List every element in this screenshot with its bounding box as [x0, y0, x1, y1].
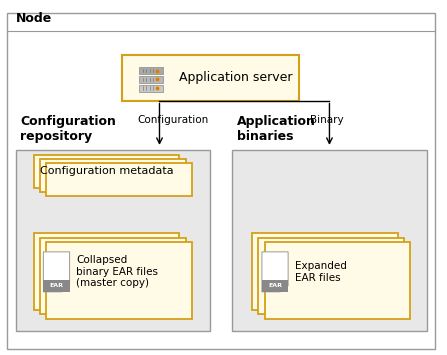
FancyBboxPatch shape — [139, 84, 163, 92]
Text: Expanded
EAR files: Expanded EAR files — [295, 261, 346, 283]
Polygon shape — [62, 286, 70, 292]
Polygon shape — [262, 252, 288, 292]
FancyBboxPatch shape — [46, 163, 192, 196]
FancyBboxPatch shape — [7, 13, 435, 349]
FancyBboxPatch shape — [34, 155, 179, 188]
FancyBboxPatch shape — [258, 237, 404, 315]
Text: Application server: Application server — [179, 71, 293, 84]
Text: Configuration
repository: Configuration repository — [21, 115, 116, 143]
FancyBboxPatch shape — [265, 242, 410, 319]
Text: EAR: EAR — [268, 283, 282, 288]
Text: Configuration metadata: Configuration metadata — [40, 166, 173, 176]
FancyBboxPatch shape — [16, 149, 210, 331]
Text: Node: Node — [16, 11, 52, 24]
FancyBboxPatch shape — [34, 233, 179, 310]
Polygon shape — [43, 252, 70, 292]
FancyBboxPatch shape — [262, 280, 288, 292]
Polygon shape — [280, 286, 288, 292]
FancyBboxPatch shape — [139, 67, 163, 74]
FancyBboxPatch shape — [232, 149, 426, 331]
Text: Binary: Binary — [310, 115, 343, 125]
Text: Collapsed
binary EAR files
(master copy): Collapsed binary EAR files (master copy) — [76, 255, 158, 289]
FancyBboxPatch shape — [43, 280, 70, 292]
Text: Application
binaries: Application binaries — [237, 115, 316, 143]
FancyBboxPatch shape — [46, 242, 192, 319]
FancyBboxPatch shape — [139, 76, 163, 83]
FancyBboxPatch shape — [122, 55, 299, 100]
FancyBboxPatch shape — [252, 233, 398, 310]
Text: Configuration: Configuration — [137, 115, 209, 125]
Text: EAR: EAR — [50, 283, 63, 288]
FancyBboxPatch shape — [40, 237, 186, 315]
FancyBboxPatch shape — [40, 159, 186, 192]
